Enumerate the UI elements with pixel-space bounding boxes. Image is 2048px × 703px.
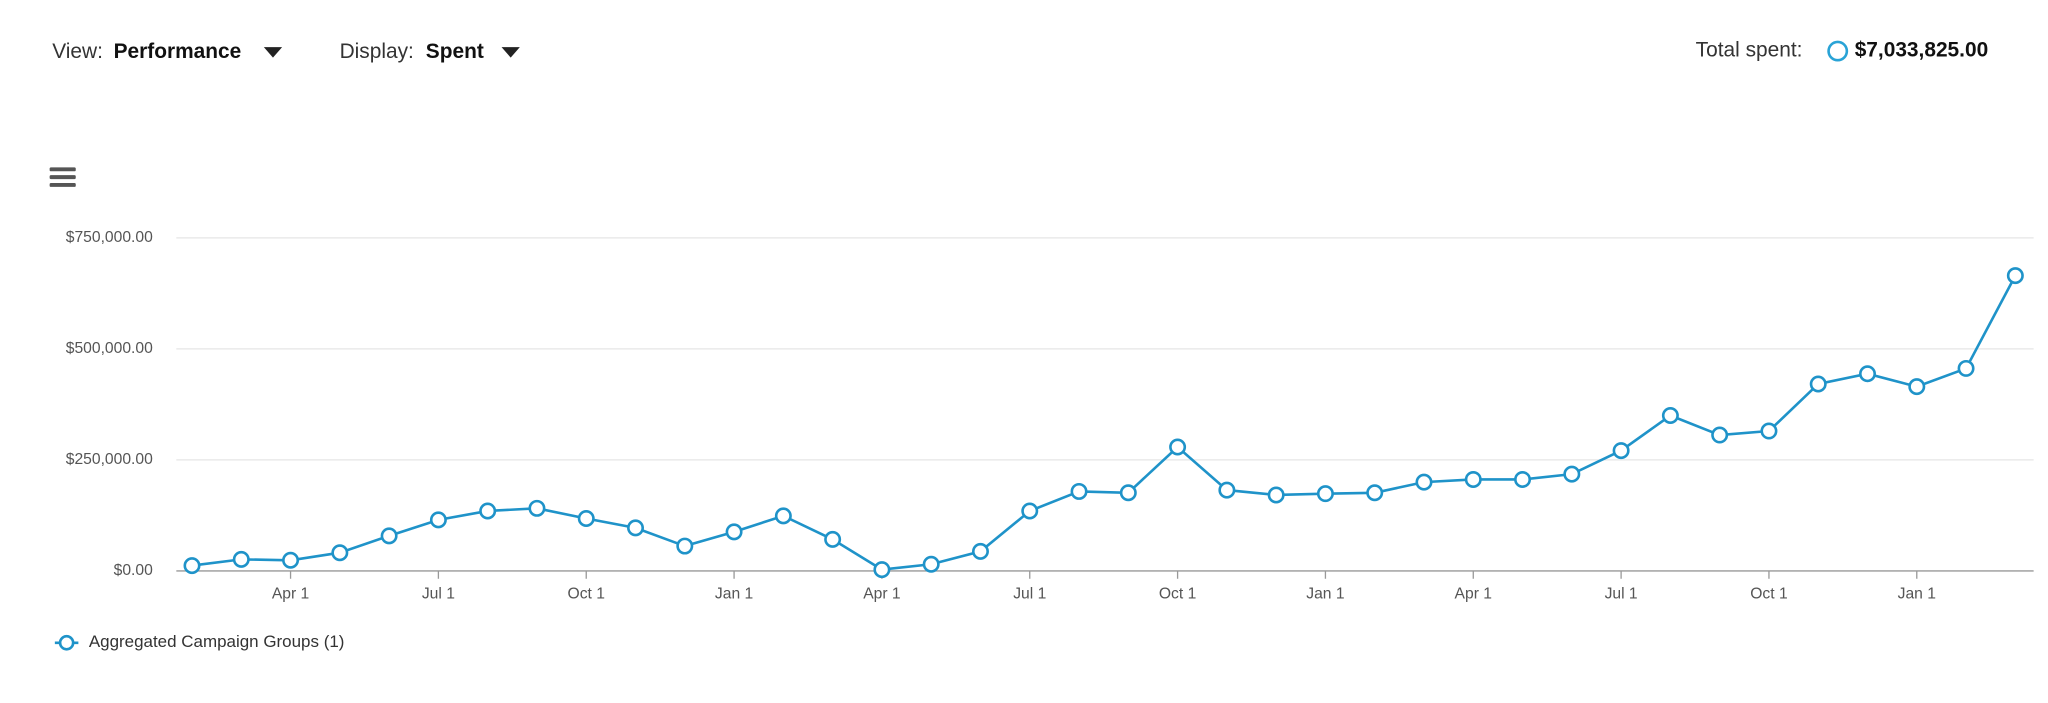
x-tick-label: Oct 1 [1159, 586, 1196, 603]
data-point [922, 555, 940, 573]
data-point [627, 519, 645, 537]
data-point [232, 550, 250, 568]
data-point [479, 502, 497, 520]
x-tick-label: Apr 1 [1455, 586, 1492, 603]
data-point [1711, 426, 1729, 444]
data-point [1859, 365, 1876, 383]
view-value[interactable]: Performance [114, 40, 242, 63]
data-point [1908, 378, 1926, 396]
data-point [1514, 470, 1532, 488]
data-point [1464, 470, 1482, 488]
view-label: View: [52, 40, 103, 63]
data-point [1415, 473, 1433, 491]
x-tick-label: Apr 1 [863, 586, 900, 603]
data-point [1366, 484, 1384, 502]
data-point [971, 542, 989, 560]
data-point [1267, 486, 1285, 504]
x-tick-label: Jan 1 [1898, 586, 1936, 603]
y-tick-label: $250,000.00 [66, 451, 153, 468]
data-point [429, 511, 447, 529]
data-point [1316, 485, 1334, 503]
data-point [1070, 482, 1088, 500]
data-point [183, 557, 201, 575]
x-tick-label: Jan 1 [1306, 586, 1344, 603]
data-point [1218, 481, 1236, 499]
data-point [1119, 484, 1137, 502]
y-tick-label: $750,000.00 [66, 229, 153, 246]
data-point [528, 499, 546, 517]
legend-marker [58, 634, 75, 651]
data-point [1760, 422, 1778, 440]
data-point [1809, 375, 1827, 393]
x-tick-label: Oct 1 [568, 586, 605, 603]
y-tick-label: $500,000.00 [66, 340, 153, 357]
x-tick-label: Jul 1 [1013, 586, 1046, 603]
data-point [1661, 407, 1679, 424]
data-point [331, 544, 349, 562]
data-point [2006, 267, 2024, 285]
display-dropdown-arrow[interactable] [501, 47, 520, 58]
data-point [824, 530, 842, 548]
x-tick-label: Apr 1 [272, 586, 309, 603]
data-point [1957, 359, 1975, 377]
data-point [380, 527, 398, 545]
series-line [191, 275, 2017, 571]
total-value: $7,033,825.00 [1855, 39, 1989, 62]
display-label: Display: [340, 40, 414, 63]
data-point [1563, 465, 1581, 483]
display-value[interactable]: Spent [426, 40, 484, 63]
data-point [282, 551, 300, 569]
data-point [1021, 502, 1039, 520]
x-tick-label: Jan 1 [715, 586, 753, 603]
x-tick-label: Jul 1 [422, 586, 455, 603]
y-tick-label: $0.00 [114, 562, 153, 579]
data-point [725, 523, 743, 541]
view-dropdown-arrow[interactable] [263, 47, 283, 58]
data-point [1612, 442, 1630, 460]
x-tick-label: Jul 1 [1605, 586, 1638, 603]
total-label: Total spent: [1696, 39, 1803, 62]
data-point [676, 537, 694, 555]
data-point [1169, 438, 1187, 456]
data-point [577, 510, 595, 528]
menu-icon[interactable] [49, 167, 76, 187]
data-point [774, 507, 792, 525]
total-icon [1827, 40, 1849, 62]
data-point [873, 561, 891, 579]
legend-label: Aggregated Campaign Groups (1) [89, 632, 345, 651]
x-tick-label: Oct 1 [1750, 586, 1787, 603]
